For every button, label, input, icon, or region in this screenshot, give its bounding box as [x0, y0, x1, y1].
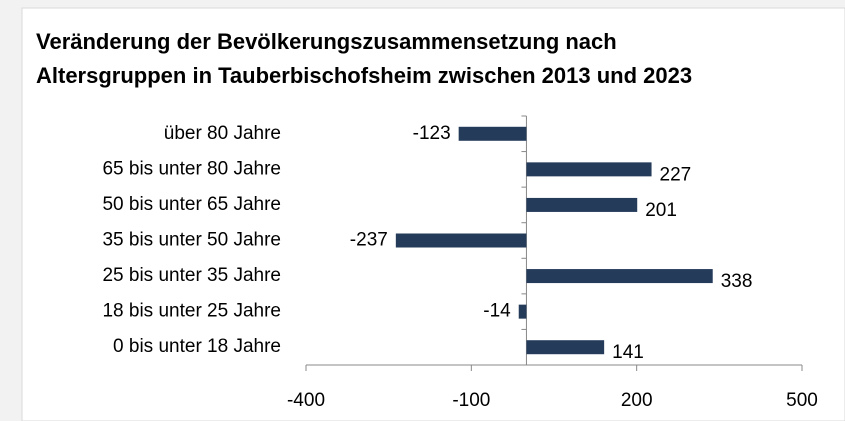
y-tick-label: über 80 Jahre [164, 123, 281, 144]
y-tick-label: 18 bis unter 25 Jahre [102, 301, 281, 322]
y-tick-label: 65 bis unter 80 Jahre [102, 158, 281, 179]
bar [458, 126, 527, 141]
x-tick-label: 200 [621, 390, 653, 411]
bar [526, 162, 652, 177]
x-tick-label: -100 [452, 390, 490, 411]
bar [526, 340, 605, 355]
value-label: -237 [350, 230, 388, 251]
bar [395, 233, 527, 248]
y-tick-label: 0 bis unter 18 Jahre [113, 336, 281, 357]
value-label: -123 [413, 123, 451, 144]
value-label: 227 [660, 164, 692, 185]
value-label: -14 [483, 301, 511, 322]
chart-title: Veränderung der Bevölkerungszusammensetz… [36, 29, 617, 54]
chart-title: Altersgruppen in Tauberbischofsheim zwis… [36, 63, 692, 88]
y-tick-label: 25 bis unter 35 Jahre [102, 265, 281, 286]
value-label: 141 [612, 342, 644, 363]
x-tick-label: 500 [786, 390, 818, 411]
x-tick-label: -400 [287, 390, 325, 411]
bar [526, 197, 638, 212]
y-tick-label: 35 bis unter 50 Jahre [102, 230, 281, 251]
y-tick-label: 50 bis unter 65 Jahre [102, 194, 281, 215]
chart-area [21, 7, 845, 421]
value-label: 338 [721, 271, 753, 292]
value-label: 201 [645, 200, 677, 221]
bar [526, 269, 713, 284]
bar [518, 304, 527, 319]
